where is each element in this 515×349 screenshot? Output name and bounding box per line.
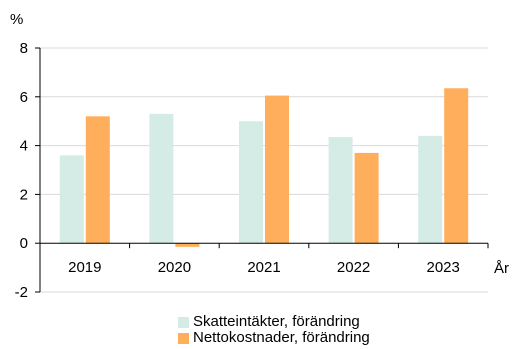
axes (35, 47, 489, 293)
legend-swatch-skatteintakter (178, 316, 189, 328)
y-tick-label: 0 (20, 235, 28, 252)
legend-label-nettokostnader: Nettokostnader, förändring (193, 329, 370, 346)
y-tick-label: 2 (20, 186, 28, 203)
gridlines (40, 47, 488, 293)
x-tick-label: 2023 (427, 259, 460, 276)
bar-nettokostnader-2022 (354, 152, 379, 244)
x-tick-label: 2022 (337, 259, 370, 276)
bar-skatteintakter-2022 (328, 137, 353, 244)
x-tick-label: 2021 (247, 259, 280, 276)
legend-label-skatteintakter: Skatteintäkter, förändring (193, 313, 360, 330)
legend-swatch-nettokostnader (178, 332, 189, 344)
x-axis-title: År (494, 260, 509, 277)
bar-skatteintakter-2020 (149, 113, 174, 244)
y-tick-label: -2 (15, 284, 28, 301)
bar-nettokostnader-2023 (444, 88, 469, 244)
bar-skatteintakter-2023 (418, 135, 443, 244)
bar-skatteintakter-2021 (239, 121, 263, 244)
y-tick-label: 6 (20, 89, 28, 106)
legend-item-skatteintakter: Skatteintäkter, förändring (178, 314, 370, 330)
legend: Skatteintäkter, förändring Nettokostnade… (178, 314, 370, 346)
legend-item-nettokostnader: Nettokostnader, förändring (178, 330, 370, 346)
x-tick-label: 2019 (68, 259, 101, 276)
x-tick-label: 2020 (158, 259, 191, 276)
y-axis-title: % (10, 11, 23, 28)
bar-nettokostnader-2021 (265, 95, 289, 244)
y-tick-label: 4 (20, 138, 28, 155)
bars (59, 88, 469, 247)
bar-nettokostnader-2020 (175, 243, 200, 247)
tick-labels: -2 0 2 4 6 8 2019 2020 2021 2022 2023 (15, 40, 460, 301)
y-tick-label: 8 (20, 40, 28, 57)
bar-skatteintakter-2019 (59, 155, 84, 244)
bar-nettokostnader-2019 (85, 116, 110, 244)
